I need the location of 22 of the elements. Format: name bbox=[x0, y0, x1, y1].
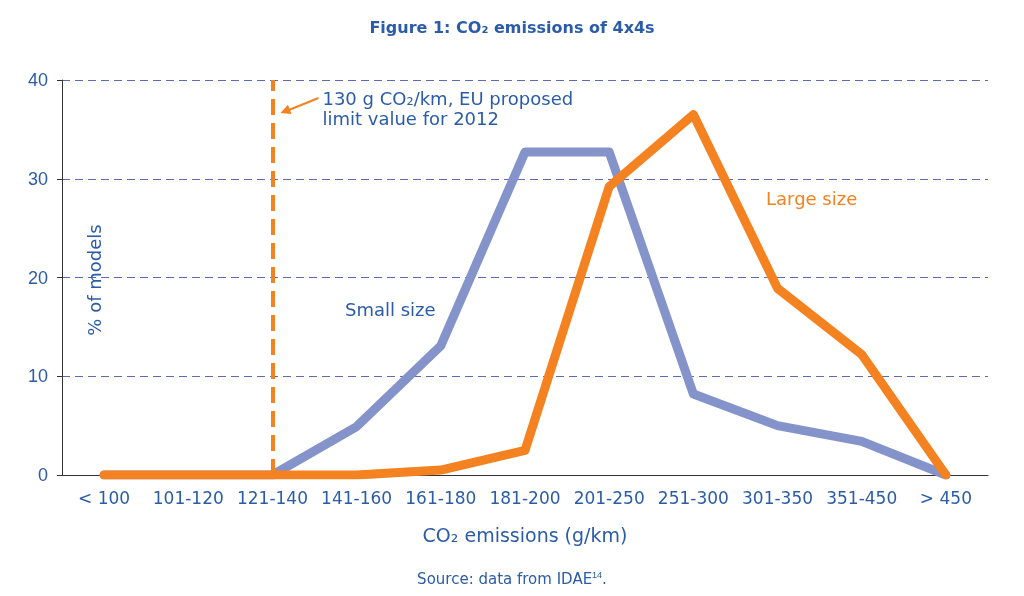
x-tick-label: 121-140 bbox=[236, 487, 308, 508]
x-tick-label: 181-200 bbox=[489, 487, 561, 508]
y-tick-label: 0 bbox=[37, 465, 48, 485]
series-label: Small size bbox=[345, 298, 436, 320]
x-tick-label: 101-120 bbox=[152, 487, 224, 508]
x-tick-label: 141-160 bbox=[321, 487, 393, 508]
y-tick-label: 20 bbox=[27, 267, 48, 288]
y-tick-label: 30 bbox=[27, 168, 48, 189]
x-tick-label: 251-300 bbox=[657, 487, 729, 508]
x-axis-title: CO₂ emissions (g/km) bbox=[422, 523, 628, 546]
chart-title: Figure 1: CO₂ emissions of 4x4s bbox=[369, 17, 655, 37]
x-tick-label: < 100 bbox=[78, 487, 131, 508]
y-axis-title: % of models bbox=[83, 224, 105, 336]
ref-line-label: 130 g CO₂/km, EU proposed limit value for 2012 bbox=[322, 87, 579, 129]
y-tick-label: 10 bbox=[27, 366, 48, 387]
x-tick-label: 201-250 bbox=[573, 487, 645, 508]
x-tick-label: > 450 bbox=[919, 487, 972, 508]
x-tick-label: 301-350 bbox=[742, 487, 814, 508]
x-tick-label: 351-450 bbox=[826, 487, 898, 508]
x-tick-label: 161-180 bbox=[405, 487, 477, 508]
series-label: Large size bbox=[766, 187, 858, 209]
y-tick-label: 40 bbox=[27, 70, 48, 90]
